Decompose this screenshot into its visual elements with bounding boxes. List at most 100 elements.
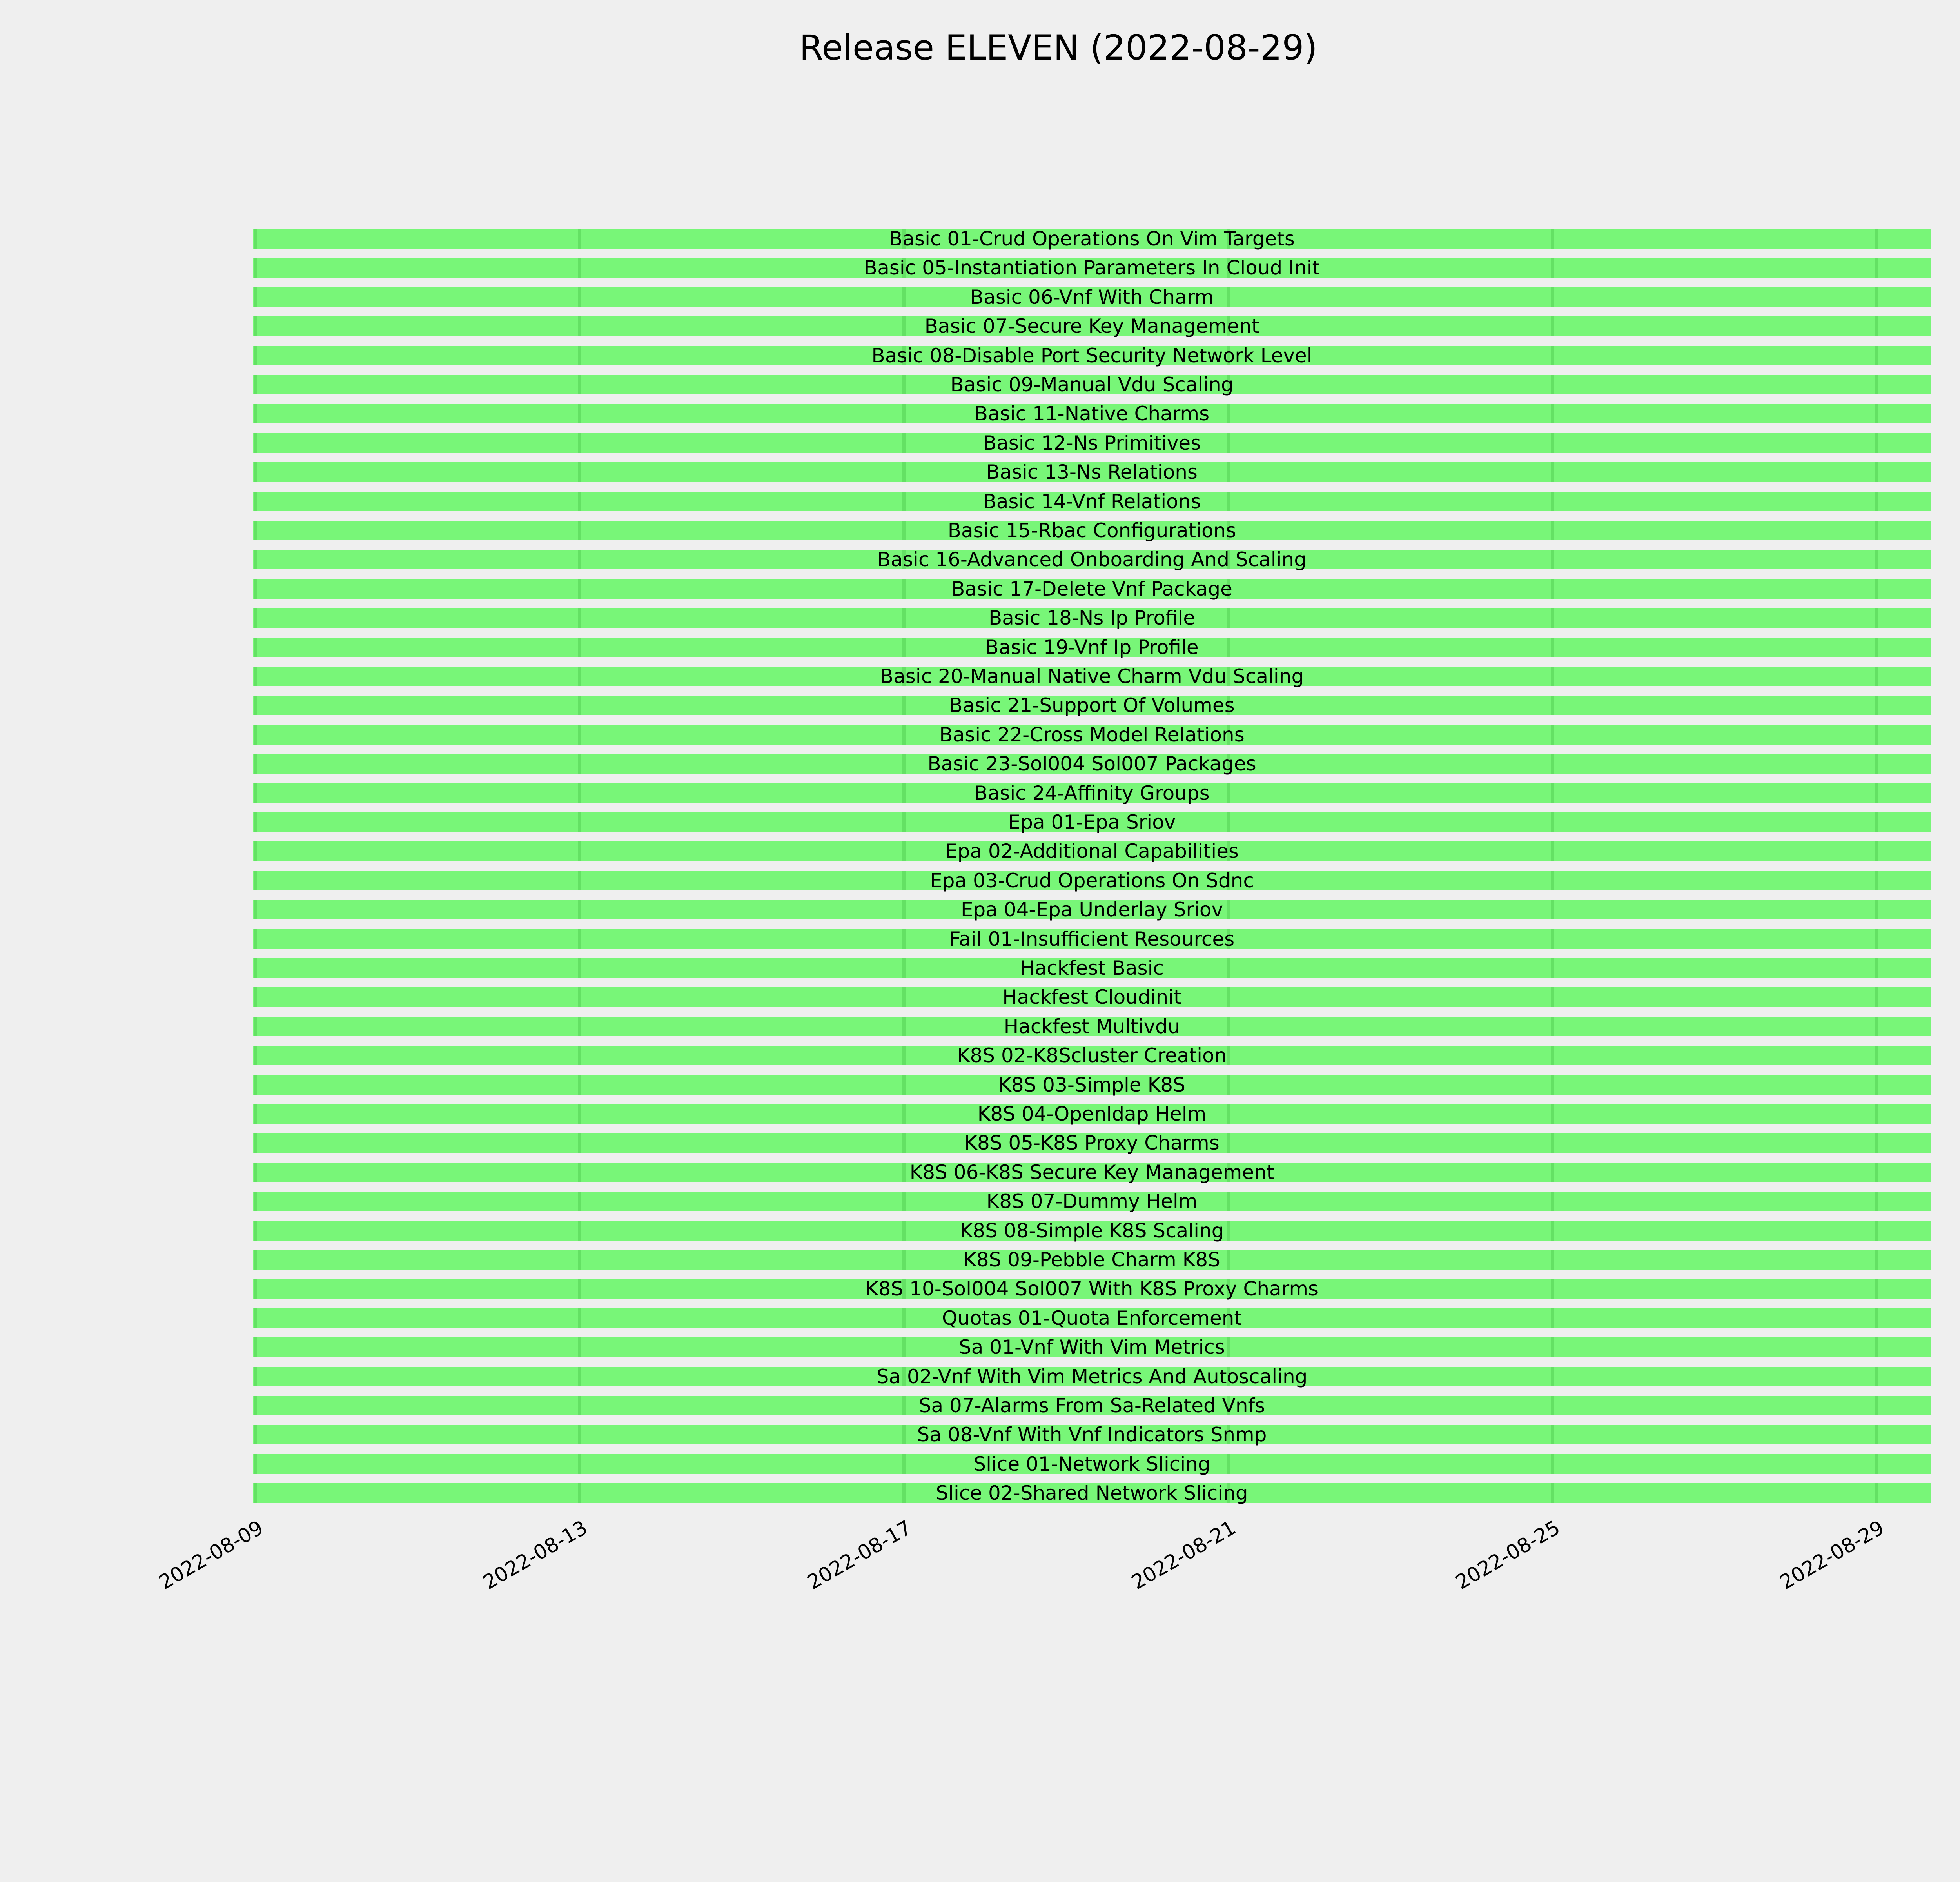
task-label: Slice 02-Shared Network Slicing bbox=[936, 1482, 1248, 1505]
date-gridline bbox=[254, 1192, 257, 1212]
date-gridline bbox=[1551, 229, 1554, 249]
gantt-bar: Basic 24-Affinity Groups bbox=[253, 783, 1931, 803]
gantt-bar: Hackfest Basic bbox=[253, 958, 1931, 978]
date-gridline bbox=[1875, 491, 1878, 511]
task-label: Basic 06-Vnf With Charm bbox=[970, 285, 1214, 309]
date-gridline bbox=[1875, 1162, 1878, 1182]
date-gridline bbox=[902, 841, 906, 861]
date-gridline bbox=[1227, 841, 1230, 861]
task-label: Basic 08-Disable Port Security Network L… bbox=[871, 344, 1312, 367]
date-gridline bbox=[902, 1046, 906, 1066]
date-gridline bbox=[1551, 287, 1554, 307]
date-gridline bbox=[254, 1016, 257, 1036]
date-gridline bbox=[1875, 667, 1878, 686]
task-label: K8S 08-Simple K8S Scaling bbox=[960, 1219, 1224, 1242]
date-gridline bbox=[254, 754, 257, 774]
date-gridline bbox=[1227, 696, 1230, 716]
date-gridline bbox=[1227, 1279, 1230, 1299]
task-label: K8S 09-Pebble Charm K8S bbox=[964, 1248, 1220, 1271]
date-gridline bbox=[1875, 696, 1878, 716]
date-gridline bbox=[902, 754, 906, 774]
gantt-bar: K8S 09-Pebble Charm K8S bbox=[253, 1250, 1931, 1270]
date-gridline bbox=[1551, 1454, 1554, 1474]
date-gridline bbox=[1551, 258, 1554, 278]
date-gridline bbox=[902, 1133, 906, 1153]
gantt-bar: Sa 08-Vnf With Vnf Indicators Snmp bbox=[253, 1425, 1931, 1445]
date-gridline bbox=[902, 345, 906, 365]
x-tick-label: 2022-08-21 bbox=[1127, 1516, 1240, 1595]
date-gridline bbox=[578, 229, 581, 249]
task-label: Epa 01-Epa Sriov bbox=[1008, 811, 1176, 834]
date-gridline bbox=[578, 667, 581, 686]
date-gridline bbox=[902, 1308, 906, 1328]
date-gridline bbox=[578, 404, 581, 424]
x-tick-label: 2022-08-25 bbox=[1452, 1516, 1564, 1595]
gantt-bar: Basic 07-Secure Key Management bbox=[253, 316, 1931, 336]
task-label: Basic 05-Instantiation Parameters In Clo… bbox=[864, 256, 1320, 280]
date-gridline bbox=[1551, 491, 1554, 511]
gantt-bar: Basic 16-Advanced Onboarding And Scaling bbox=[253, 550, 1931, 570]
date-gridline bbox=[1551, 375, 1554, 394]
date-gridline bbox=[902, 987, 906, 1007]
date-gridline bbox=[1551, 870, 1554, 890]
date-gridline bbox=[902, 521, 906, 540]
date-gridline bbox=[1551, 316, 1554, 336]
gantt-bar: Basic 17-Delete Vnf Package bbox=[253, 579, 1931, 599]
task-label: Basic 17-Delete Vnf Package bbox=[951, 577, 1232, 600]
date-gridline bbox=[1875, 345, 1878, 365]
task-label: Basic 19-Vnf Ip Profile bbox=[985, 636, 1199, 659]
date-gridline bbox=[1227, 1425, 1230, 1445]
date-gridline bbox=[1227, 1454, 1230, 1474]
date-gridline bbox=[1227, 1308, 1230, 1328]
date-gridline bbox=[578, 1308, 581, 1328]
date-gridline bbox=[254, 375, 257, 394]
date-gridline bbox=[1875, 433, 1878, 453]
gantt-bar: Basic 06-Vnf With Charm bbox=[253, 287, 1931, 307]
date-gridline bbox=[1227, 1337, 1230, 1357]
date-gridline bbox=[1551, 579, 1554, 599]
date-gridline bbox=[1875, 929, 1878, 949]
date-gridline bbox=[254, 783, 257, 803]
date-gridline bbox=[254, 637, 257, 657]
date-gridline bbox=[578, 1425, 581, 1445]
date-gridline bbox=[902, 1279, 906, 1299]
date-gridline bbox=[1227, 754, 1230, 774]
task-label: Slice 01-Network Slicing bbox=[973, 1452, 1210, 1475]
date-gridline bbox=[902, 1337, 906, 1357]
date-gridline bbox=[1227, 375, 1230, 394]
date-gridline bbox=[578, 783, 581, 803]
gantt-bar: Epa 02-Additional Capabilities bbox=[253, 841, 1931, 861]
date-gridline bbox=[578, 1016, 581, 1036]
date-gridline bbox=[902, 1366, 906, 1386]
date-gridline bbox=[578, 1162, 581, 1182]
date-gridline bbox=[902, 958, 906, 978]
gantt-bar: Basic 13-Ns Relations bbox=[253, 462, 1931, 482]
date-gridline bbox=[1227, 550, 1230, 570]
date-gridline bbox=[1875, 1366, 1878, 1386]
date-gridline bbox=[254, 1221, 257, 1241]
date-gridline bbox=[902, 725, 906, 745]
date-gridline bbox=[902, 812, 906, 832]
date-gridline bbox=[1875, 754, 1878, 774]
x-tick-label: 2022-08-17 bbox=[803, 1516, 916, 1595]
date-gridline bbox=[1875, 1104, 1878, 1124]
date-gridline bbox=[254, 608, 257, 628]
date-gridline bbox=[1551, 521, 1554, 540]
task-label: Basic 15-Rbac Configurations bbox=[947, 519, 1236, 542]
task-label: Basic 01-Crud Operations On Vim Targets bbox=[889, 227, 1295, 250]
task-label: Basic 13-Ns Relations bbox=[986, 461, 1198, 484]
task-label: Basic 23-Sol004 Sol007 Packages bbox=[927, 752, 1256, 776]
date-gridline bbox=[1875, 550, 1878, 570]
date-gridline bbox=[1875, 1396, 1878, 1415]
task-label: Basic 22-Cross Model Relations bbox=[939, 723, 1245, 746]
gantt-bar: Basic 18-Ns Ip Profile bbox=[253, 608, 1931, 628]
date-gridline bbox=[1875, 287, 1878, 307]
date-gridline bbox=[254, 1308, 257, 1328]
date-gridline bbox=[578, 491, 581, 511]
date-gridline bbox=[902, 900, 906, 920]
date-gridline bbox=[1227, 1250, 1230, 1270]
date-gridline bbox=[254, 1483, 257, 1503]
date-gridline bbox=[1551, 1075, 1554, 1095]
date-gridline bbox=[1227, 929, 1230, 949]
